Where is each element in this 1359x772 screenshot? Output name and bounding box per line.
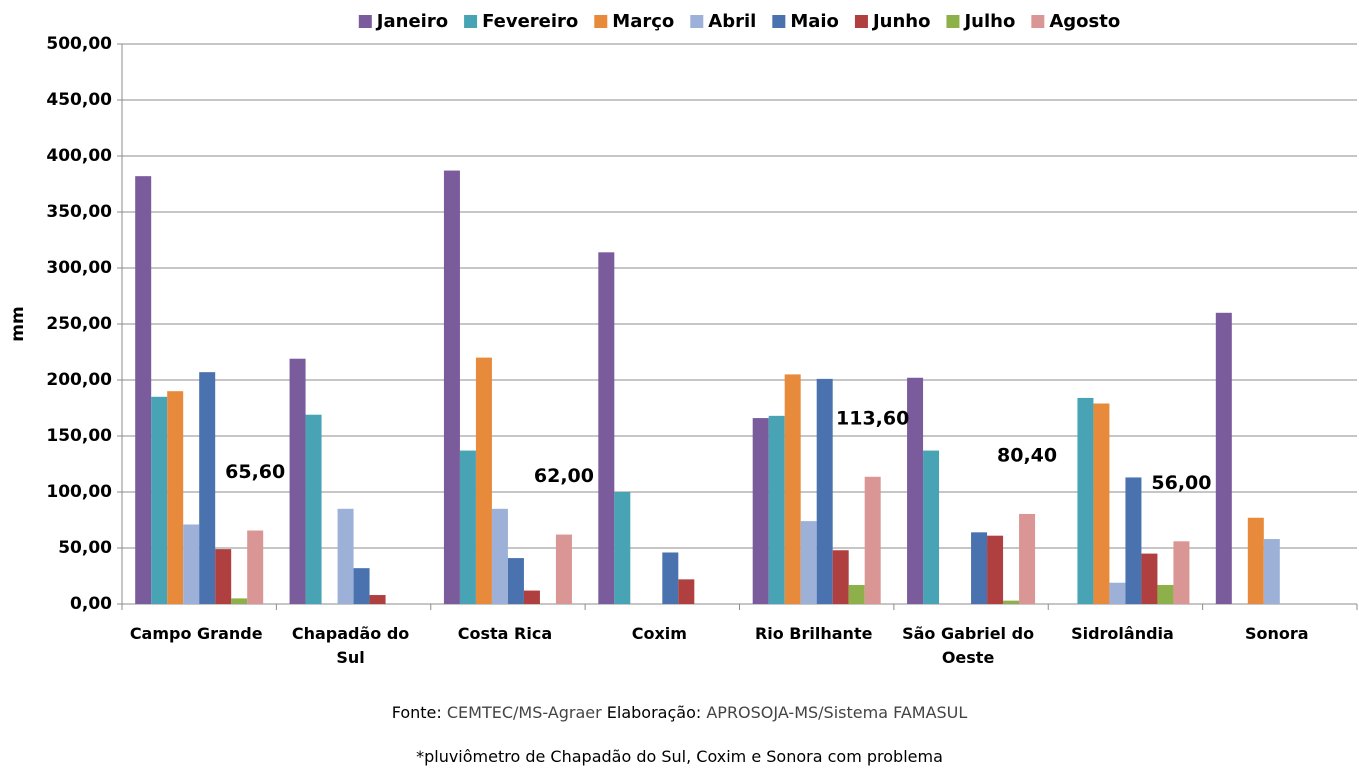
- bar: [784, 374, 801, 604]
- x-tick-label: Sonora: [1245, 624, 1309, 643]
- bar: [369, 595, 386, 604]
- bar: [614, 492, 631, 604]
- y-tick-label: 300,00: [46, 258, 112, 278]
- bar: [215, 549, 232, 604]
- legend-label: Junho: [871, 11, 931, 32]
- bar: [1109, 582, 1126, 604]
- bar: [443, 170, 460, 604]
- bar: [1125, 477, 1142, 604]
- bar: [1093, 403, 1110, 604]
- legend-swatch: [464, 15, 478, 28]
- bar: [1173, 541, 1190, 604]
- bar: [247, 530, 264, 604]
- bar: [353, 568, 370, 604]
- bar: [768, 415, 785, 604]
- y-tick-label: 200,00: [46, 370, 112, 390]
- legend-swatch: [854, 15, 868, 28]
- bar: [1263, 539, 1280, 604]
- y-tick-label: 500,00: [46, 34, 112, 54]
- bar: [289, 358, 306, 604]
- legend-swatch: [690, 15, 704, 28]
- bar: [864, 476, 881, 604]
- x-tick-label: São Gabriel do Oeste: [902, 624, 1035, 667]
- legend-label: Abril: [708, 11, 756, 32]
- y-tick-label: 400,00: [46, 146, 112, 166]
- legend-swatch: [358, 15, 372, 28]
- bar: [678, 579, 695, 604]
- y-tick-label: 350,00: [46, 202, 112, 222]
- legend-swatch: [594, 15, 608, 28]
- legend-label: Julho: [962, 11, 1015, 32]
- bar: [1141, 553, 1158, 604]
- bar: [459, 450, 476, 604]
- legend-label: Agosto: [1049, 11, 1120, 32]
- x-tick-label: Chapadão do Sul: [291, 624, 410, 667]
- credit-label: Elaboração:: [606, 703, 702, 722]
- bar: [1215, 312, 1232, 604]
- y-tick-label: 250,00: [46, 314, 112, 334]
- bar: [662, 552, 679, 604]
- bar: [507, 558, 524, 604]
- bar: [151, 396, 168, 604]
- bar: [167, 391, 184, 604]
- data-label: 65,60: [225, 461, 285, 483]
- source-line: Fonte: CEMTEC/MS-Agraer Elaboração: APRO…: [0, 703, 1359, 722]
- bar: [832, 550, 849, 604]
- note: *pluviômetro de Chapadão do Sul, Coxim e…: [416, 747, 943, 766]
- bar: [1019, 513, 1036, 604]
- bar: [231, 598, 248, 604]
- bar: [1247, 517, 1264, 604]
- bar: [598, 252, 615, 604]
- bar: [987, 535, 1004, 604]
- data-label: 113,60: [836, 407, 909, 429]
- y-tick-label: 0,00: [70, 594, 112, 614]
- credit: APROSOJA-MS/Sistema FAMASUL: [706, 703, 968, 722]
- x-tick-label: Campo Grande: [129, 624, 263, 643]
- x-tick-label: Costa Rica: [457, 624, 553, 643]
- legend-swatch: [1031, 15, 1045, 28]
- y-axis-label: mm: [8, 306, 28, 341]
- bar: [183, 524, 200, 604]
- bar: [523, 590, 540, 604]
- chart: mm 0,00 50,00 100,00 150,00 200,00 250,00 300,…: [8, 11, 1358, 614]
- bar: [555, 534, 572, 604]
- x-tick-label: Sidrolândia: [1071, 624, 1174, 643]
- bar: [800, 521, 817, 604]
- bar: [305, 414, 322, 604]
- bar: [923, 450, 940, 604]
- legend-label: Maio: [790, 11, 839, 32]
- x-tick-label: Coxim: [631, 624, 687, 643]
- data-label: 56,00: [1151, 472, 1211, 494]
- bar: [135, 176, 152, 604]
- y-tick-label: 100,00: [46, 482, 112, 502]
- bar: [475, 357, 492, 604]
- bar: [491, 508, 508, 604]
- bar: [1157, 584, 1174, 604]
- y-tick-label: 50,00: [58, 538, 112, 558]
- legend-swatch: [946, 15, 960, 28]
- bar: [337, 508, 354, 604]
- legend-swatch: [772, 15, 786, 28]
- legend-label: Fevereiro: [482, 11, 578, 32]
- bar: [1077, 397, 1094, 604]
- bar: [816, 378, 833, 604]
- data-label: 62,00: [534, 465, 594, 487]
- source: CEMTEC/MS-Agraer: [446, 703, 602, 722]
- legend-label: Janeiro: [375, 11, 448, 32]
- y-tick-label: 150,00: [46, 426, 112, 446]
- bar: [199, 372, 216, 604]
- source-label: Fonte:: [391, 703, 442, 722]
- legend-label: Março: [612, 11, 674, 32]
- bar: [907, 377, 924, 604]
- y-tick-label: 450,00: [46, 90, 112, 110]
- x-tick-label: Rio Brilhante: [754, 624, 873, 643]
- bar: [752, 418, 769, 604]
- bar: [971, 532, 988, 604]
- bar: [848, 584, 865, 604]
- data-label: 80,40: [997, 444, 1057, 466]
- bar: [1003, 600, 1020, 604]
